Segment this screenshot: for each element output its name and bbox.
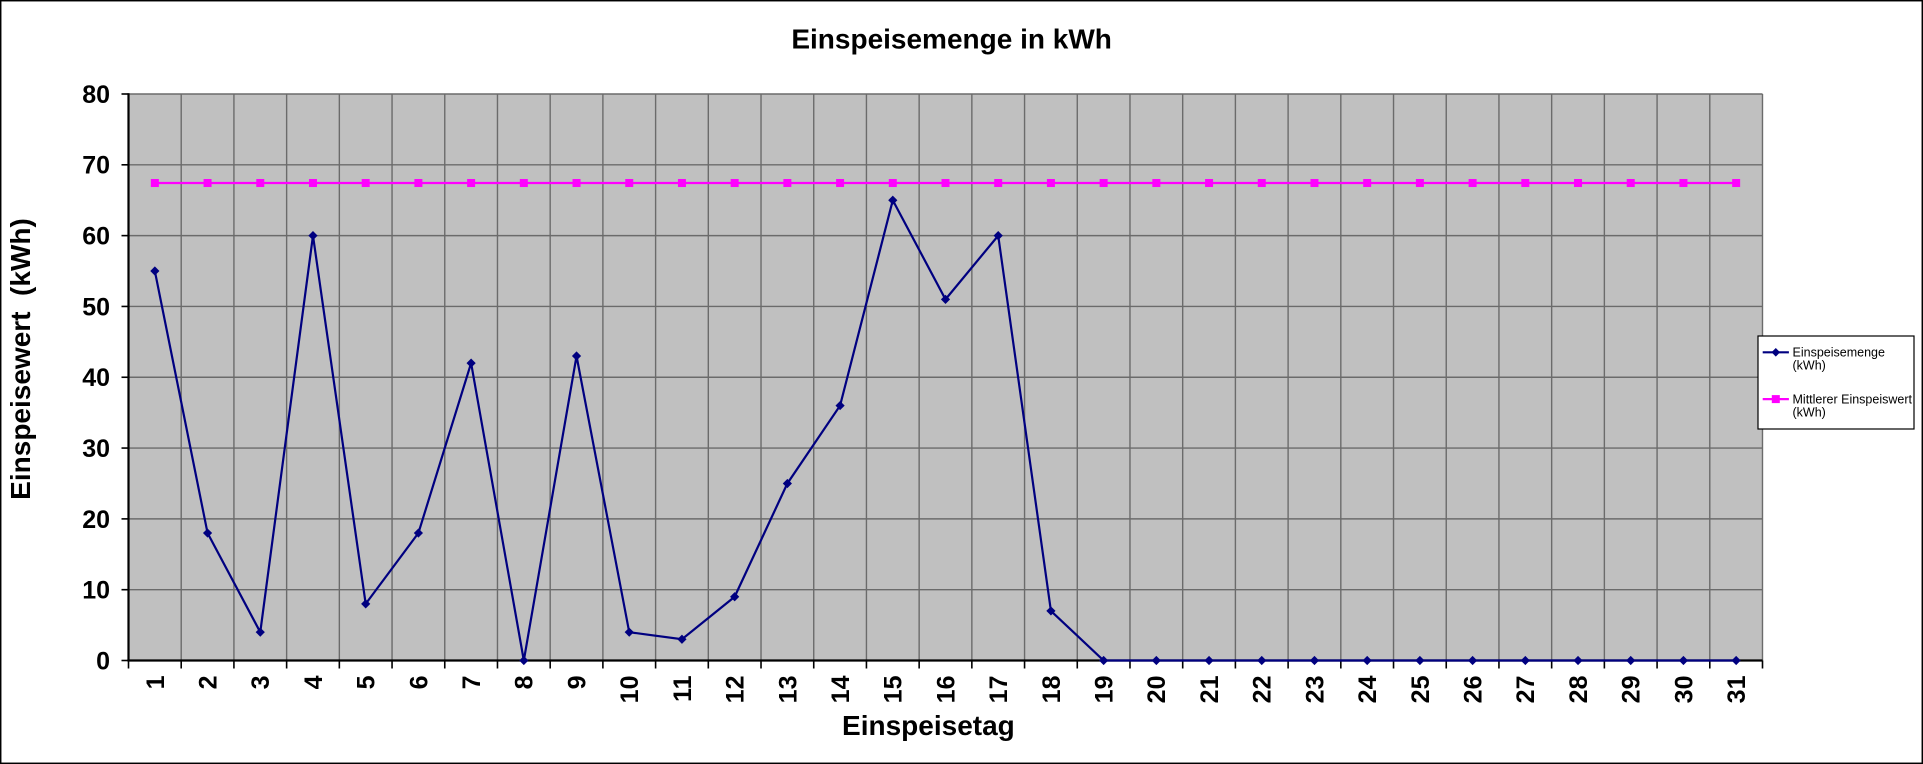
svg-text:3: 3 [247,676,275,690]
svg-text:70: 70 [82,152,110,180]
svg-text:1: 1 [142,675,170,689]
svg-text:31: 31 [1723,675,1751,703]
svg-text:5: 5 [353,675,381,689]
svg-text:Einspeisemenge in kWh: Einspeisemenge in kWh [791,23,1112,54]
svg-text:21: 21 [1196,675,1224,703]
svg-text:24: 24 [1354,675,1382,703]
svg-text:Einspeisetag: Einspeisetag [842,710,1015,741]
svg-text:Mittlerer Einspeiswert: Mittlerer Einspeiswert [1793,393,1913,407]
svg-text:9: 9 [563,676,591,690]
svg-text:10: 10 [82,577,110,605]
svg-text:22: 22 [1249,676,1277,704]
svg-text:0: 0 [96,647,110,675]
svg-text:19: 19 [1091,676,1119,704]
svg-text:15: 15 [880,675,908,703]
svg-text:23: 23 [1301,676,1329,704]
svg-text:4: 4 [300,675,328,689]
svg-text:6: 6 [405,676,433,690]
svg-text:(kWh): (kWh) [1793,405,1826,419]
svg-text:50: 50 [82,293,110,321]
svg-text:20: 20 [1143,676,1171,704]
svg-text:29: 29 [1618,676,1646,704]
svg-text:14: 14 [827,675,855,703]
svg-text:7: 7 [458,676,486,690]
svg-text:Einspeisewert (kWh): Einspeisewert (kWh) [5,218,36,500]
svg-text:13: 13 [774,676,802,704]
svg-text:40: 40 [82,364,110,392]
svg-text:16: 16 [932,676,960,704]
svg-text:20: 20 [82,506,110,534]
svg-text:2: 2 [194,676,222,690]
svg-text:11: 11 [669,675,697,702]
svg-text:8: 8 [511,675,539,689]
svg-text:10: 10 [616,676,644,704]
svg-text:30: 30 [82,435,110,463]
svg-text:27: 27 [1512,676,1540,704]
svg-text:Einspeisemenge: Einspeisemenge [1793,346,1885,360]
svg-text:26: 26 [1460,676,1488,704]
svg-text:60: 60 [82,223,110,251]
svg-text:18: 18 [1038,675,1066,703]
svg-text:25: 25 [1407,675,1435,703]
svg-text:28: 28 [1565,675,1593,703]
svg-text:17: 17 [985,676,1013,704]
svg-text:12: 12 [722,676,750,704]
svg-text:80: 80 [82,81,110,109]
svg-text:(kWh): (kWh) [1793,359,1826,373]
svg-text:30: 30 [1670,676,1698,704]
